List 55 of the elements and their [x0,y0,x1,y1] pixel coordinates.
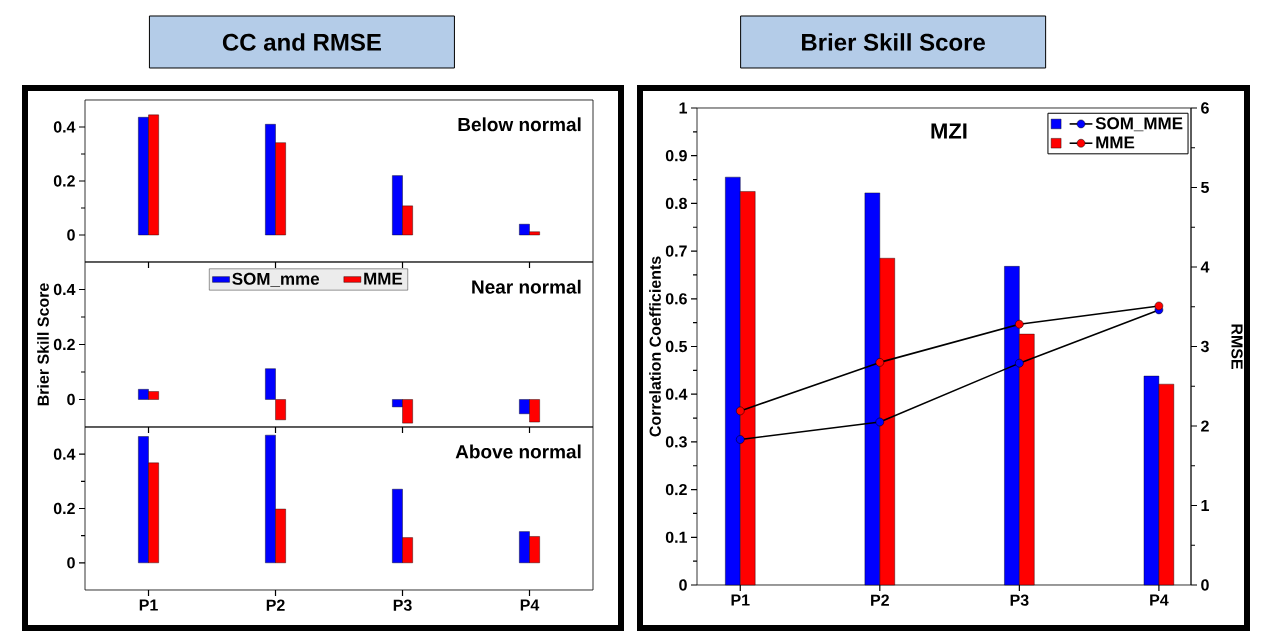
x-tick-label: P3 [1010,594,1029,606]
point [875,358,885,367]
y-tick-label: 0.2 [665,483,687,496]
y2-tick-label: 0 [1201,579,1209,591]
legend-label: SOM_MME [1095,117,1183,132]
text: Above normal [455,444,581,459]
y2-tick-label: 2 [1201,420,1209,432]
y2-axis-title: RMSE [1231,324,1243,369]
text: Near normal [472,279,581,294]
y-tick-label: 1 [679,102,688,114]
x-tick-label: P2 [266,599,285,611]
y-tick-label: 0 [67,557,75,569]
x-tick-label: P4 [520,599,540,611]
y-tick-label: 0.4 [665,388,688,400]
y-tick-label: 0.5 [665,340,688,353]
y-tick-label: 0.2 [53,502,75,515]
point [1015,319,1024,329]
legend-label: MME [364,272,403,285]
y-tick-label: 0.7 [665,245,687,257]
y-axis-title: Correlation Coefficients [649,256,661,437]
y-tick-label: 0.3 [665,436,687,448]
y-tick-label: 0.4 [53,283,76,296]
legend-label: MME [1096,136,1135,149]
text: MZI [931,123,967,139]
chart-title: CC and RMSE [222,33,381,51]
y-tick-label: 0 [679,579,687,591]
y-tick-label: 0.2 [53,338,75,351]
point [875,417,885,427]
y-tick-label: 0.6 [665,293,687,305]
y2-tick-label: 3 [1200,340,1209,353]
point [1154,301,1164,311]
y-tick-label: 0.2 [53,175,75,187]
text: Below normal [458,117,581,132]
y-tick-label: 0 [67,393,75,406]
x-tick-label: P1 [139,599,158,611]
legend-label: SOM_mme [232,272,320,287]
y-axis-title: Brier Skill Score [37,283,49,406]
y-tick-label: 0.9 [665,150,687,162]
point [736,435,745,444]
x-tick-label: P4 [1150,594,1169,606]
y-tick-label: 0.4 [53,121,76,133]
point [1015,358,1024,368]
y2-tick-label: 1 [1201,499,1209,511]
x-tick-label: P2 [871,594,889,606]
chart-title: Brier Skill Score [802,33,985,51]
x-tick-label: P3 [393,599,412,611]
x-tick-label: P1 [731,594,750,606]
y2-tick-label: 5 [1201,181,1209,194]
point [736,406,745,416]
y-tick-label: 0 [67,229,75,241]
y2-tick-label: 4 [1200,261,1210,273]
y-tick-label: 0.1 [665,531,688,543]
y-tick-label: 0.4 [53,448,76,460]
y-tick-label: 0.8 [665,197,687,210]
y2-tick-label: 6 [1201,102,1209,114]
